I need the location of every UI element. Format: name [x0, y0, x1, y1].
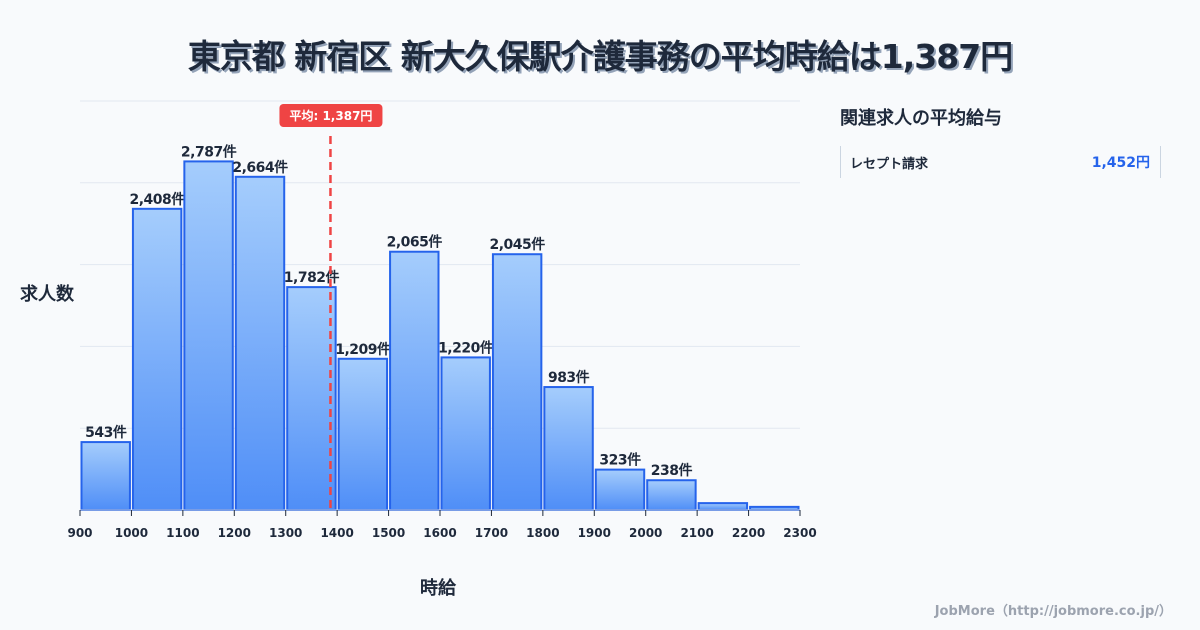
x-tick-label: 2200 [732, 526, 765, 540]
histogram-bar [183, 160, 234, 511]
histogram-bar [337, 357, 389, 511]
x-tick-label: 2000 [629, 526, 662, 540]
bar-value-label: 543件 [85, 424, 127, 441]
x-tick-label: 1600 [423, 526, 456, 540]
x-tick-label: 1500 [372, 526, 405, 540]
x-tick-label: 2300 [783, 526, 816, 540]
x-tick-label: 900 [67, 526, 92, 540]
bar-value-label: 1,782件 [284, 269, 340, 286]
bar-value-label: 1,220件 [438, 339, 494, 356]
histogram-bar [131, 207, 183, 512]
bar-value-label: 323件 [599, 452, 641, 469]
bar-value-label: 2,065件 [387, 234, 443, 251]
bar-value-label: 2,408件 [129, 191, 185, 208]
histogram-bar [491, 253, 543, 511]
bar-value-label: 2,664件 [232, 159, 288, 176]
footer-credit: JobMore（http://jobmore.co.jp/） [934, 604, 1172, 619]
x-axis: 900 1000 1100 1200 1300 1400 1500 1600 1700 1800 1… [67, 509, 817, 540]
mean-badge [279, 104, 383, 127]
bar-value-label: 1,209件 [335, 341, 391, 358]
histogram-bar [697, 502, 749, 511]
histogram-bar [389, 250, 440, 511]
bar-value-label: 2,787件 [181, 143, 237, 160]
x-tick-label: 2100 [680, 526, 713, 540]
x-tick-label: 1300 [269, 526, 302, 540]
bar-value-label: 238件 [651, 462, 693, 479]
bar-value-label: 983件 [548, 369, 590, 386]
x-tick-label: 1100 [166, 526, 199, 540]
y-axis-label: 求人数 [20, 284, 74, 305]
x-tick-label: 1800 [526, 526, 559, 540]
histogram-bar [646, 479, 697, 512]
x-tick-label: 1900 [578, 526, 611, 540]
related-salary-title: 関連求人の平均給与 [840, 108, 1002, 129]
histogram-bar [440, 356, 491, 512]
histogram-bar [594, 468, 646, 512]
histogram-bar [286, 286, 337, 512]
bar-value-label: 2,045件 [489, 236, 545, 253]
histogram-bar [234, 175, 286, 511]
page-title: 東京都 新宿区 新大久保駅介護事務の平均時給は1,387円 [187, 37, 1013, 76]
related-salary-card: レセプト請求 1,452円 [840, 146, 1161, 178]
x-tick-label: 1700 [475, 526, 508, 540]
x-axis-label: 時給 [420, 578, 456, 599]
histogram-bar [543, 386, 594, 511]
x-tick-label: 1400 [320, 526, 353, 540]
mean-label: 平均: 1,387円 [289, 108, 372, 123]
x-tick-label: 1200 [218, 526, 251, 540]
mean-marker: 平均: 1,387円 [279, 104, 383, 510]
x-tick-label: 1000 [115, 526, 148, 540]
related-job-value: 1,452円 [1091, 155, 1150, 171]
related-job-label: レセプト請求 [850, 156, 929, 172]
histogram-bar [80, 441, 131, 512]
